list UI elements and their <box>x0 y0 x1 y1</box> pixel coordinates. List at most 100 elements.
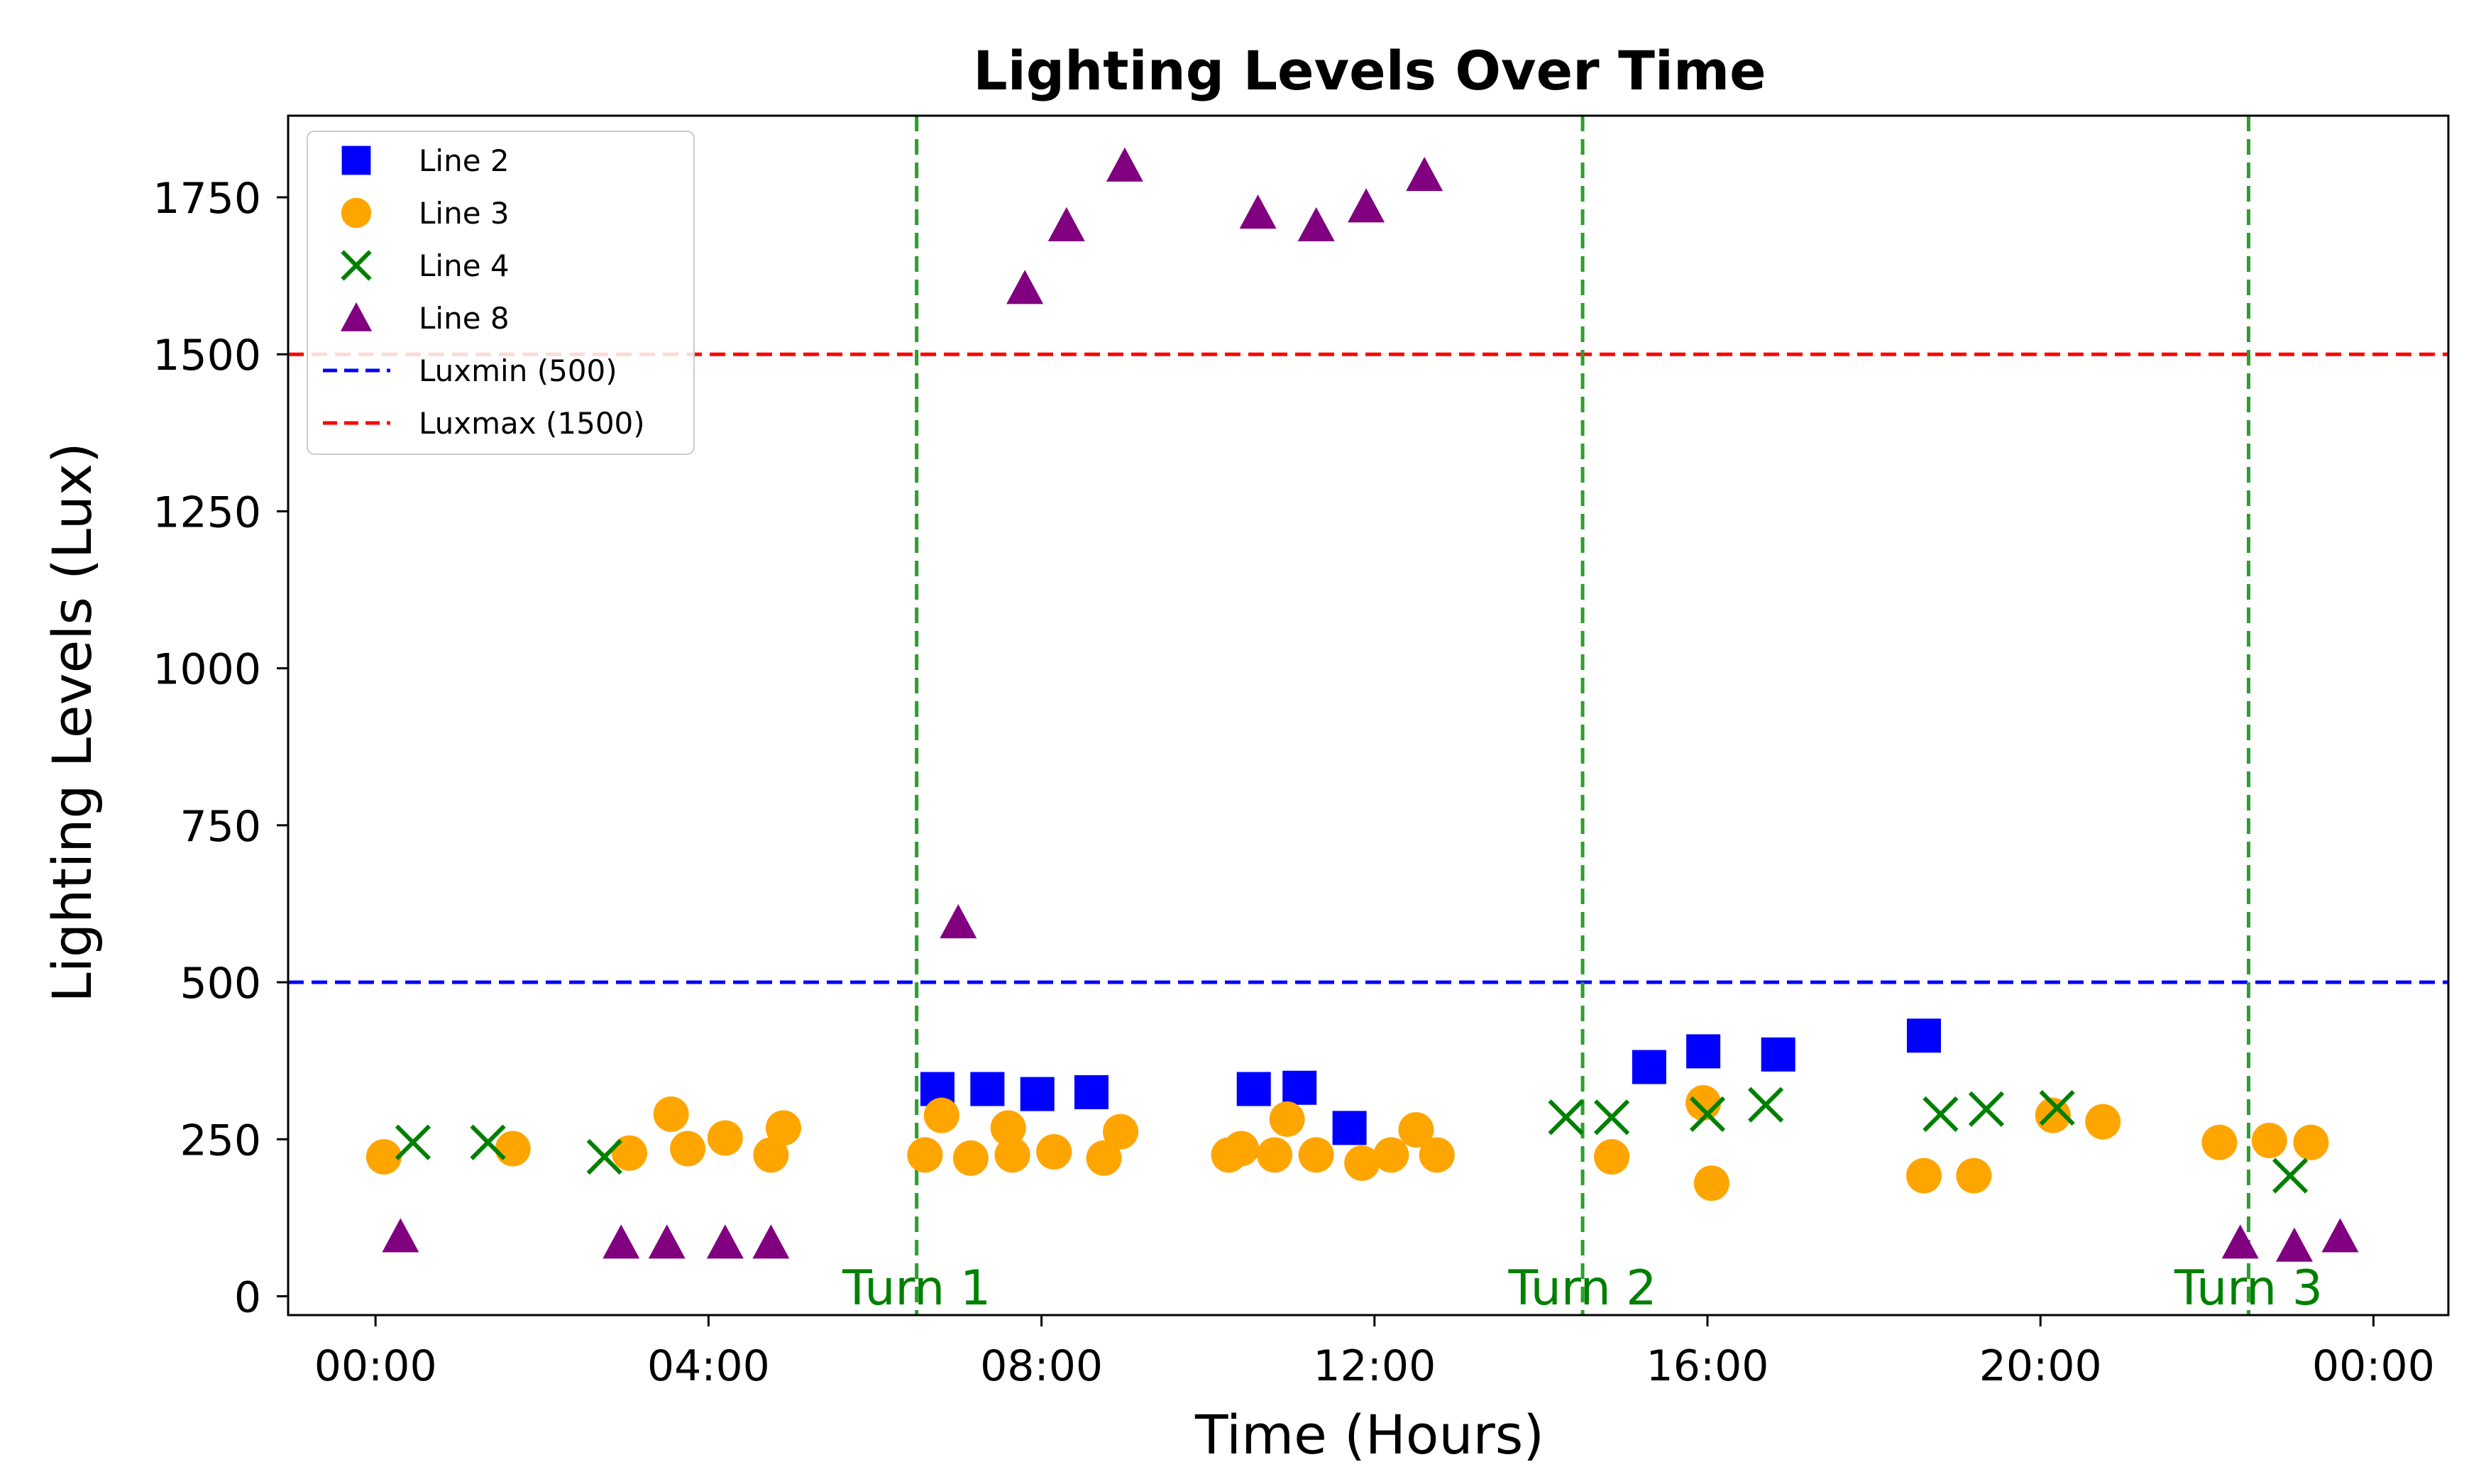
data-point-line-4 <box>2272 1158 2309 1194</box>
data-point-line-8 <box>603 1224 640 1259</box>
data-point-line-3 <box>1905 1158 1942 1194</box>
x-tick-label: 00:00 <box>2312 1341 2435 1391</box>
data-point-line-3 <box>990 1110 1026 1146</box>
y-tick-label: 0 <box>234 1273 261 1322</box>
y-tick-label: 1500 <box>153 331 261 380</box>
data-point-line-3 <box>707 1120 743 1156</box>
data-point-line-4 <box>1922 1096 1959 1132</box>
legend: Line 2 Line 3 Line 4 Line 8 Luxmin (500) Luxm… <box>307 131 695 455</box>
data-point-line-8 <box>1006 270 1044 304</box>
legend-marker-line-8 <box>340 302 373 331</box>
legend-label: Line 2 <box>419 143 510 178</box>
data-point-line-4 <box>1968 1091 2005 1127</box>
data-point-line-3 <box>653 1096 689 1132</box>
data-point-line-2 <box>1282 1070 1317 1105</box>
y-tick-label: 250 <box>180 1116 261 1165</box>
data-point-line-8 <box>648 1224 686 1259</box>
data-point-line-3 <box>1103 1114 1139 1150</box>
data-point-line-8 <box>1106 147 1143 182</box>
data-point-line-2 <box>1020 1077 1055 1111</box>
data-point-line-2 <box>1332 1111 1367 1145</box>
data-point-line-3 <box>611 1135 647 1171</box>
legend-marker-line-2 <box>341 145 371 175</box>
x-tick-label: 00:00 <box>314 1341 437 1391</box>
data-point-line-8 <box>1406 157 1443 192</box>
x-axis-label: Time (Hours) <box>1194 1403 1544 1466</box>
x-tick-label: 16:00 <box>1646 1341 1769 1391</box>
data-point-line-8 <box>2275 1227 2313 1262</box>
data-point-line-3 <box>765 1110 801 1146</box>
data-point-line-3 <box>1257 1137 1293 1173</box>
legend-label: Line 4 <box>419 248 510 283</box>
data-point-line-4 <box>2039 1089 2075 1126</box>
data-point-line-8 <box>2321 1218 2359 1253</box>
plot-area: Turn 1 Turn 2 Turn 3 00:00 04:00 08:00 12:00 16… <box>153 114 2450 1391</box>
data-point-line-3 <box>2035 1097 2071 1133</box>
data-point-line-3 <box>1398 1111 1434 1148</box>
data-point-line-3 <box>753 1137 789 1173</box>
shift-label-3: Turn 3 <box>2174 1260 2323 1317</box>
plot-frame <box>287 114 2450 1317</box>
data-point-line-4 <box>1548 1099 1584 1136</box>
data-point-line-3 <box>994 1137 1030 1173</box>
data-point-line-8 <box>752 1224 790 1259</box>
data-point-line-8 <box>706 1224 744 1259</box>
data-point-line-3 <box>2251 1123 2287 1159</box>
data-point-line-2 <box>1632 1050 1666 1084</box>
data-point-line-8 <box>1348 188 1385 223</box>
data-point-line-8 <box>940 903 977 939</box>
legend-label: Line 8 <box>419 301 510 336</box>
y-axis-label: Lighting Levels (Lux) <box>40 442 104 1002</box>
shift-label-1: Turn 1 <box>842 1260 991 1317</box>
data-point-line-3 <box>1956 1158 1992 1194</box>
data-point-line-8 <box>2221 1224 2259 1259</box>
data-point-line-2 <box>1686 1034 1721 1069</box>
data-point-line-3 <box>1086 1140 1122 1176</box>
data-point-line-3 <box>1223 1131 1260 1167</box>
data-point-line-4 <box>586 1138 622 1175</box>
data-point-line-4 <box>1747 1087 1784 1123</box>
data-point-line-3 <box>1298 1137 1334 1173</box>
data-point-line-8 <box>382 1218 419 1253</box>
data-point-line-3 <box>2201 1124 2238 1160</box>
data-point-line-2 <box>970 1072 1005 1106</box>
data-point-line-4 <box>395 1124 431 1160</box>
x-tick-label: 04:00 <box>647 1341 770 1391</box>
shift-label-2: Turn 2 <box>1508 1260 1657 1317</box>
data-point-line-2 <box>1074 1074 1109 1109</box>
data-point-line-4 <box>470 1124 506 1160</box>
y-tick-label: 1750 <box>153 174 261 224</box>
data-point-line-3 <box>1685 1084 1722 1121</box>
data-point-line-8 <box>1239 194 1277 229</box>
y-tick-label: 1000 <box>153 645 261 695</box>
legend-marker-line-3 <box>341 197 372 229</box>
data-point-line-3 <box>1344 1145 1380 1181</box>
data-point-line-3 <box>923 1097 959 1133</box>
data-point-line-3 <box>495 1131 531 1167</box>
data-point-line-3 <box>1036 1133 1072 1170</box>
data-point-line-3 <box>2085 1104 2121 1140</box>
data-point-line-3 <box>2293 1124 2329 1160</box>
data-point-line-3 <box>1373 1137 1409 1173</box>
legend-label: Luxmax (1500) <box>419 406 645 441</box>
legend-marker-line-4 <box>341 250 372 281</box>
legend-label: Luxmin (500) <box>419 353 617 388</box>
chart-title: Lighting Levels Over Time <box>973 39 1766 102</box>
data-point-line-8 <box>1297 207 1335 241</box>
legend-box <box>307 131 695 455</box>
data-point-line-3 <box>670 1131 706 1167</box>
data-point-line-3 <box>1594 1139 1630 1175</box>
data-point-line-4 <box>1593 1099 1630 1136</box>
x-tick-label: 12:00 <box>1313 1341 1436 1391</box>
data-point-line-3 <box>1693 1165 1729 1202</box>
data-point-line-2 <box>1906 1018 1941 1053</box>
data-point-line-3 <box>365 1139 402 1175</box>
data-point-line-2 <box>1761 1037 1795 1072</box>
data-point-line-4 <box>1689 1096 1726 1132</box>
y-tick-label: 1250 <box>153 488 261 537</box>
data-point-line-3 <box>1419 1137 1455 1173</box>
data-point-line-2 <box>1236 1072 1271 1106</box>
data-point-line-8 <box>1047 207 1085 241</box>
legend-label: Line 3 <box>419 196 510 231</box>
